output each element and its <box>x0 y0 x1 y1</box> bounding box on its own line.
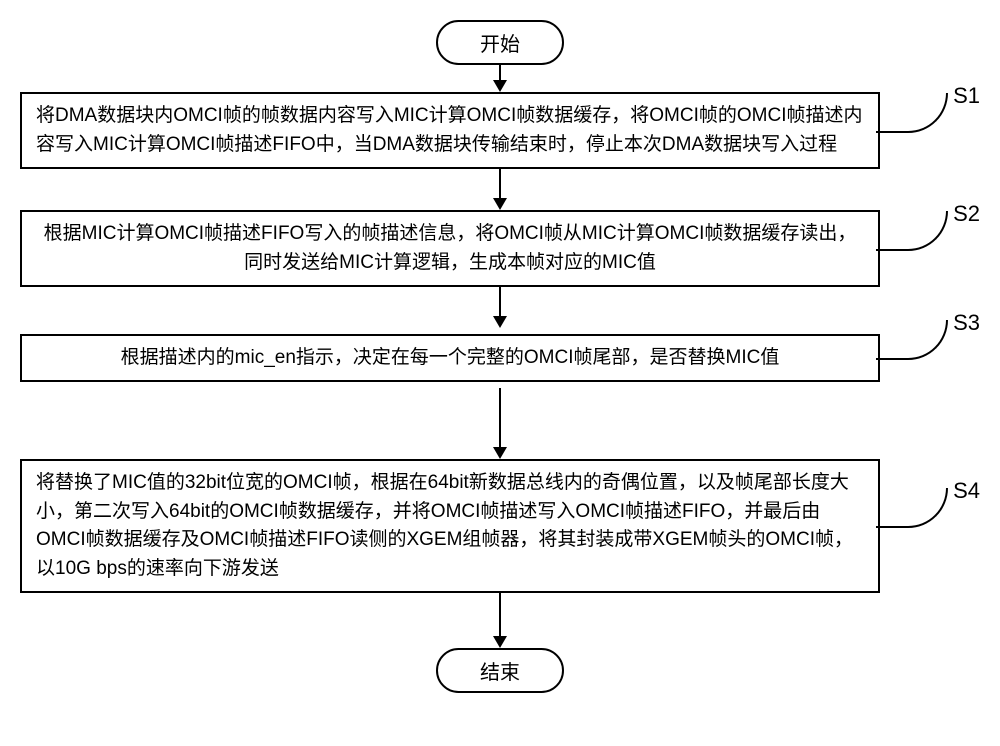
step-label: S3 <box>953 310 980 336</box>
process-box-s4: 将替换了MIC值的32bit位宽的OMCI帧，根据在64bit新数据总线内的奇偶… <box>20 459 880 593</box>
arrow <box>493 593 507 648</box>
arrow-line <box>499 287 501 317</box>
arrow-line <box>499 65 501 81</box>
arrow-line <box>499 388 501 448</box>
arrow <box>493 388 507 459</box>
arrow <box>493 169 507 210</box>
arrow-head <box>493 80 507 92</box>
end-terminator: 结束 <box>436 648 564 693</box>
process-text: 根据MIC计算OMCI帧描述FIFO写入的帧描述信息，将OMCI帧从MIC计算O… <box>44 223 857 273</box>
start-text: 开始 <box>480 34 520 56</box>
arrow-head <box>493 447 507 459</box>
arrow-line <box>499 169 501 199</box>
label-bracket <box>876 93 948 133</box>
arrow-line <box>499 593 501 637</box>
step-label: S4 <box>953 478 980 504</box>
step-label-wrap: S2 <box>880 219 980 279</box>
arrow-head <box>493 316 507 328</box>
process-text: 根据描述内的mic_en指示，决定在每一个完整的OMCI帧尾部，是否替换MIC值 <box>121 347 780 368</box>
end-text: 结束 <box>480 662 520 684</box>
step-row: 将替换了MIC值的32bit位宽的OMCI帧，根据在64bit新数据总线内的奇偶… <box>20 459 980 593</box>
process-text: 将DMA数据块内OMCI帧的帧数据内容写入MIC计算OMCI帧数据缓存，将OMC… <box>36 105 862 155</box>
step-label-wrap: S4 <box>880 496 980 556</box>
arrow-head <box>493 198 507 210</box>
step-row: 将DMA数据块内OMCI帧的帧数据内容写入MIC计算OMCI帧数据缓存，将OMC… <box>20 92 980 169</box>
flowchart: 开始 将DMA数据块内OMCI帧的帧数据内容写入MIC计算OMCI帧数据缓存，将… <box>20 20 980 693</box>
label-bracket <box>876 320 948 360</box>
label-bracket <box>876 211 948 251</box>
start-terminator: 开始 <box>436 20 564 65</box>
arrow <box>493 65 507 92</box>
step-row: 根据MIC计算OMCI帧描述FIFO写入的帧描述信息，将OMCI帧从MIC计算O… <box>20 210 980 287</box>
process-text: 将替换了MIC值的32bit位宽的OMCI帧，根据在64bit新数据总线内的奇偶… <box>36 472 853 579</box>
step-label: S1 <box>953 83 980 109</box>
step-label-wrap: S1 <box>880 101 980 161</box>
arrow-head <box>493 636 507 648</box>
process-box-s1: 将DMA数据块内OMCI帧的帧数据内容写入MIC计算OMCI帧数据缓存，将OMC… <box>20 92 880 169</box>
label-bracket <box>876 488 948 528</box>
step-label: S2 <box>953 201 980 227</box>
process-box-s2: 根据MIC计算OMCI帧描述FIFO写入的帧描述信息，将OMCI帧从MIC计算O… <box>20 210 880 287</box>
step-row: 根据描述内的mic_en指示，决定在每一个完整的OMCI帧尾部，是否替换MIC值… <box>20 328 980 388</box>
process-box-s3: 根据描述内的mic_en指示，决定在每一个完整的OMCI帧尾部，是否替换MIC值 <box>20 334 880 383</box>
step-label-wrap: S3 <box>880 328 980 388</box>
arrow <box>493 287 507 328</box>
